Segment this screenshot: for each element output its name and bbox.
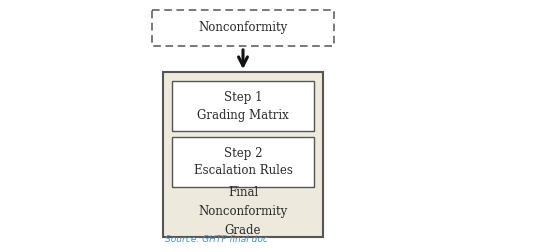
Bar (172, 137, 314, 187)
Text: Source: GHTF final doc: Source: GHTF final doc (165, 235, 268, 244)
Text: Nonconformity: Nonconformity (199, 21, 288, 35)
Bar (172, 81, 314, 131)
Text: Final
Nonconformity
Grade: Final Nonconformity Grade (199, 186, 288, 237)
Bar (163, 72, 323, 237)
Bar (152, 10, 334, 46)
Text: Step 1
Grading Matrix: Step 1 Grading Matrix (197, 90, 289, 121)
Text: Step 2
Escalation Rules: Step 2 Escalation Rules (194, 146, 293, 177)
